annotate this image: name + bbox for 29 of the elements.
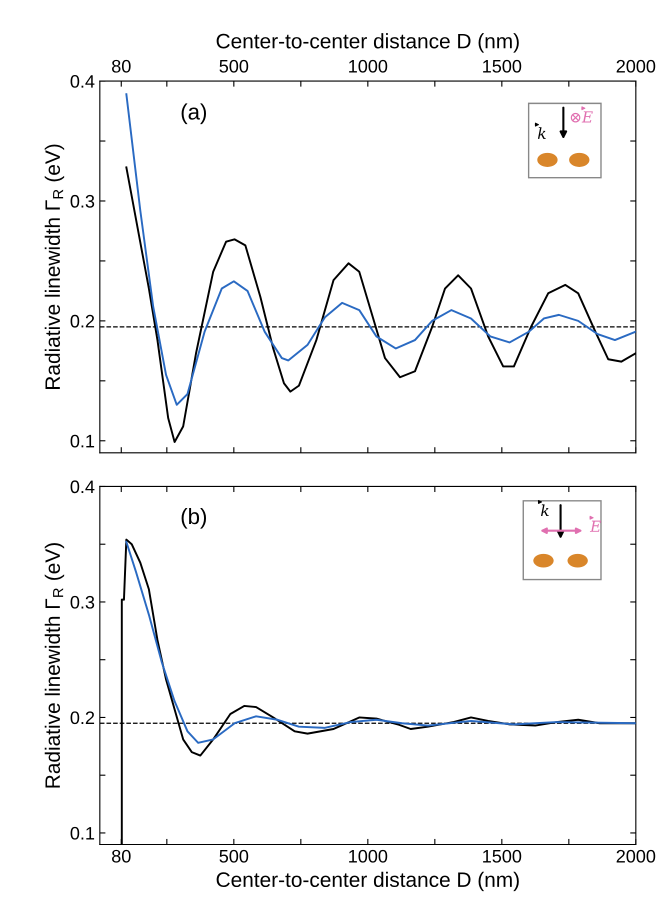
y-tick-label: 0.3 — [70, 596, 94, 609]
annotation: k — [541, 504, 549, 516]
y-tick-label: 0.2 — [70, 711, 94, 724]
line-series — [125, 540, 636, 744]
y-tick-label: 0.1 — [70, 434, 94, 448]
y-tick-label: 0.2 — [70, 314, 94, 328]
line-series — [125, 93, 636, 406]
annotation: ⊗E — [570, 111, 593, 122]
annotation: k — [538, 127, 546, 139]
x-tick-label: 1500 — [483, 60, 522, 73]
y-axis-title: Radiative linewidth Γ$_{R}$ (eV) — [44, 144, 64, 389]
annotation: (a) — [182, 103, 206, 124]
x-tick-label: 500 — [219, 850, 248, 863]
y-axis-title: Radiative linewidth Γ$_{R}$ (eV) — [44, 543, 64, 788]
x-tick-label: 80 — [112, 60, 131, 73]
x-tick-label: 1000 — [349, 60, 388, 73]
x-axis-title: Center-to-center distance D (nm) — [216, 33, 519, 53]
y-tick-label: 0.3 — [70, 194, 94, 208]
x-tick-label: 80 — [112, 850, 131, 863]
x-tick-label: 1000 — [349, 850, 388, 863]
y-tick-label: 0.1 — [70, 826, 94, 840]
annotation: (b) — [182, 508, 206, 529]
x-tick-label: 500 — [219, 60, 248, 73]
y-tick-label: 0.4 — [70, 480, 94, 494]
y-tick-label: 0.4 — [70, 75, 94, 88]
x-tick-label: 1500 — [483, 850, 522, 863]
x-axis-title: Center-to-center distance D (nm) — [216, 872, 519, 892]
x-tick-label: 2000 — [616, 60, 656, 73]
x-tick-label: 2000 — [616, 850, 656, 863]
